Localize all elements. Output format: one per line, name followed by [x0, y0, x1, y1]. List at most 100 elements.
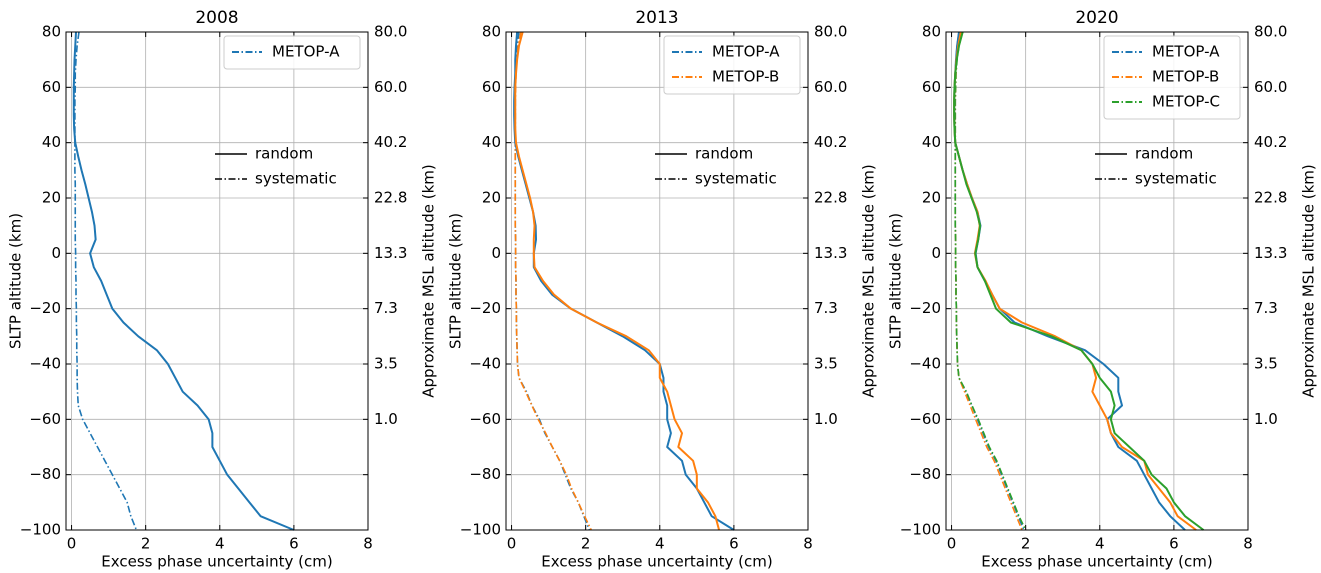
y-tick-label: 40	[42, 133, 61, 151]
y2-tick-label: 7.3	[374, 299, 398, 317]
y-tick-label: −100	[900, 521, 941, 539]
legend-label: METOP-B	[1152, 68, 1219, 86]
legend-label: METOP-B	[712, 68, 779, 86]
y-tick-label: −100	[20, 521, 61, 539]
y-tick-label: 80	[42, 23, 61, 41]
x-tick-label: 6	[289, 535, 299, 553]
subplot-title: 2020	[1075, 8, 1118, 28]
y2-tick-label: 13.3	[374, 244, 407, 262]
y-tick-label: 40	[482, 133, 501, 151]
y-tick-label: 80	[482, 23, 501, 41]
y2-tick-label: 22.8	[374, 189, 407, 207]
x-tick-label: 2	[581, 535, 591, 553]
x-tick-label: 4	[655, 535, 665, 553]
y2-tick-label: 1.0	[1254, 410, 1278, 428]
y-tick-label: −40	[29, 355, 61, 373]
y2-tick-label: 7.3	[1254, 299, 1278, 317]
systematic-line	[954, 31, 1025, 531]
x-tick-label: 0	[67, 535, 77, 553]
y2-tick-label: 40.2	[814, 133, 847, 151]
y2-tick-label: 40.2	[1254, 133, 1287, 151]
y-tick-label: 60	[42, 78, 61, 96]
y-tick-label: 20	[922, 189, 941, 207]
y-tick-label: 0	[491, 244, 501, 262]
y2-tick-label: 80.0	[814, 23, 847, 41]
x-tick-label: 8	[1243, 535, 1253, 553]
y2-tick-label: 7.3	[814, 299, 838, 317]
y-axis-label: SLTP altitude (km)	[887, 213, 905, 349]
y2-tick-label: 13.3	[814, 244, 847, 262]
legend-box	[1103, 35, 1241, 120]
systematic-line	[954, 31, 1027, 531]
y-tick-label: −40	[469, 355, 501, 373]
y-tick-label: −40	[909, 355, 941, 373]
style-legend-label: systematic	[255, 170, 337, 188]
random-line	[72, 31, 295, 531]
subplot: 0 2 4 6 8 80 80.0 60 60.0 40 40.2 20 22.8 0 13.3 −20 7.3…	[447, 8, 878, 571]
subplot: 0 2 4 6 8 80 80.0 60 60.0 40 40.2 20 22.8 0 13.3 −20 7.3…	[887, 8, 1318, 571]
style-legend-label: systematic	[1135, 170, 1217, 188]
legend-label: METOP-A	[272, 43, 340, 61]
legend-box	[663, 35, 801, 95]
y2-tick-label: 60.0	[814, 78, 847, 96]
y2-tick-label: 40.2	[374, 133, 407, 151]
y-tick-label: 60	[482, 78, 501, 96]
x-tick-label: 2	[141, 535, 151, 553]
y2-tick-label: 22.8	[1254, 189, 1287, 207]
style-legend-label: random	[1135, 145, 1193, 163]
y-tick-label: −60	[909, 410, 941, 428]
y-tick-label: −100	[460, 521, 501, 539]
x-tick-label: 8	[363, 535, 373, 553]
y-axis-label: SLTP altitude (km)	[7, 213, 25, 349]
y-tick-label: −20	[469, 299, 501, 317]
y2-axis-label: Approximate MSL altitude (km)	[420, 164, 438, 398]
x-tick-label: 0	[507, 535, 517, 553]
systematic-line	[514, 31, 591, 531]
subplot-title: 2013	[635, 8, 678, 28]
x-tick-label: 6	[729, 535, 739, 553]
random-line	[514, 31, 721, 531]
plot-frame	[945, 31, 1249, 531]
x-axis-label: Excess phase uncertainty (cm)	[101, 553, 333, 571]
random-line	[953, 31, 1205, 531]
subplot-title: 2008	[195, 8, 238, 28]
x-tick-label: 6	[1169, 535, 1179, 553]
y-tick-label: 40	[922, 133, 941, 151]
x-tick-label: 4	[215, 535, 225, 553]
y2-axis-label: Approximate MSL altitude (km)	[1300, 164, 1318, 398]
x-axis-label: Excess phase uncertainty (cm)	[981, 553, 1213, 571]
x-tick-label: 2	[1021, 535, 1031, 553]
style-legend-label: systematic	[695, 170, 777, 188]
y2-tick-label: 3.5	[814, 355, 838, 373]
y-tick-label: 80	[922, 23, 941, 41]
y2-tick-label: 13.3	[1254, 244, 1287, 262]
systematic-line	[74, 31, 138, 531]
x-tick-label: 4	[1095, 535, 1105, 553]
y2-tick-label: 1.0	[374, 410, 398, 428]
y-tick-label: 60	[922, 78, 941, 96]
style-legend-label: random	[695, 145, 753, 163]
systematic-line	[514, 31, 592, 531]
x-tick-label: 8	[803, 535, 813, 553]
plot-frame	[65, 31, 369, 531]
y-tick-label: −60	[29, 410, 61, 428]
y2-tick-label: 3.5	[1254, 355, 1278, 373]
y2-tick-label: 80.0	[1254, 23, 1287, 41]
random-line	[513, 31, 735, 531]
y2-tick-label: 60.0	[1254, 78, 1287, 96]
y-tick-label: 20	[482, 189, 501, 207]
y2-tick-label: 80.0	[374, 23, 407, 41]
y-tick-label: 0	[51, 244, 61, 262]
legend-label: METOP-A	[712, 43, 780, 61]
y2-tick-label: 3.5	[374, 355, 398, 373]
x-tick-label: 0	[947, 535, 957, 553]
x-axis-label: Excess phase uncertainty (cm)	[541, 553, 773, 571]
y-tick-label: −80	[29, 465, 61, 483]
y2-tick-label: 22.8	[814, 189, 847, 207]
subplot: 0 2 4 6 8 80 80.0 60 60.0 40 40.2 20 22.8 0 13.3 −20 7.3…	[7, 8, 438, 571]
plot-frame	[505, 31, 809, 531]
y-tick-label: 20	[42, 189, 61, 207]
y2-axis-label: Approximate MSL altitude (km)	[860, 164, 878, 398]
